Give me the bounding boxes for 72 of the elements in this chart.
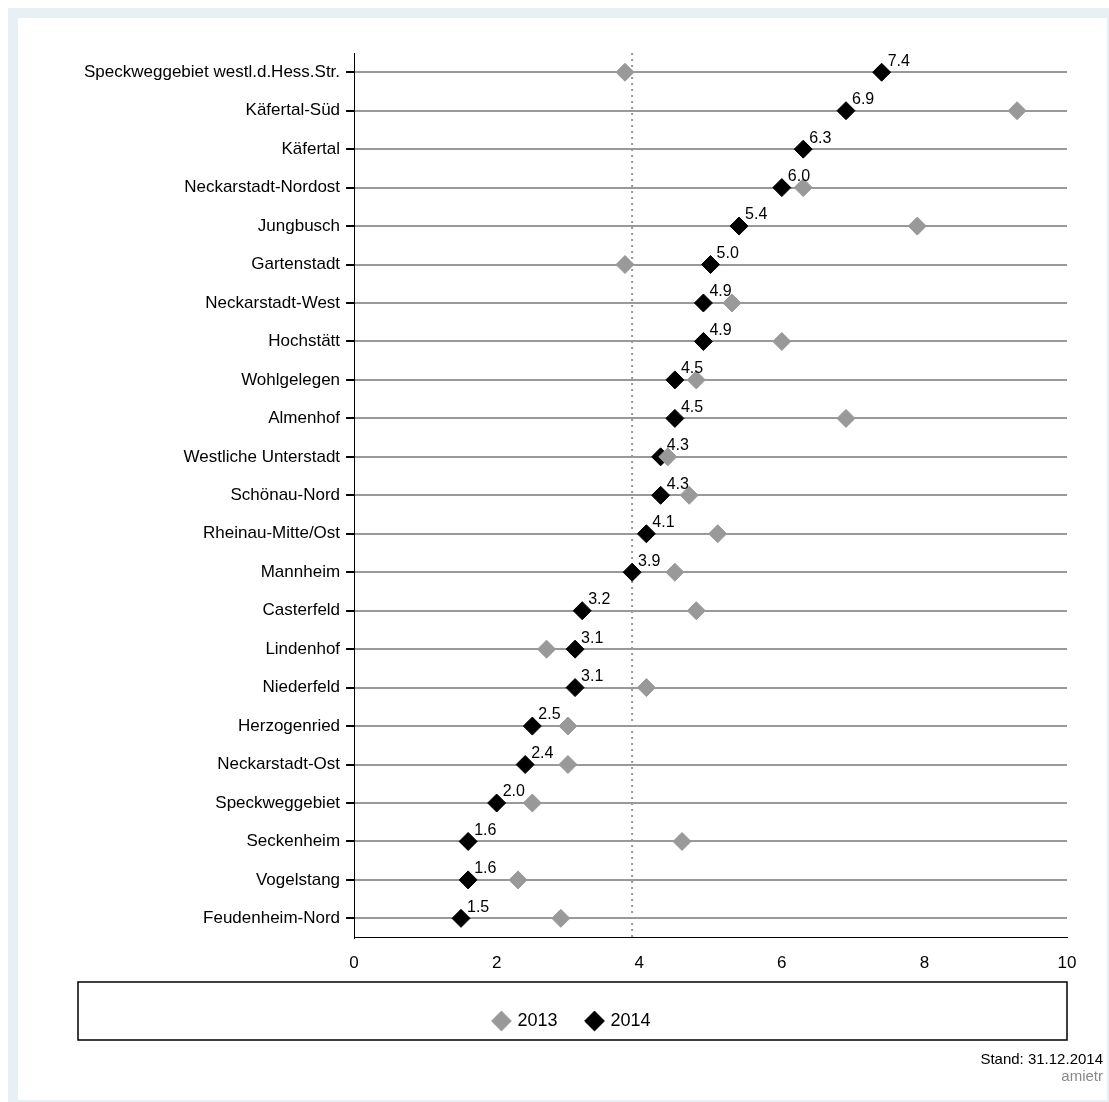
- text: Stand: 31.12.2014: [980, 1050, 1103, 1067]
- y-tick-label: Vogelstang: [255, 869, 341, 889]
- point: [636, 678, 656, 698]
- x-tick-label: 0: [349, 953, 359, 973]
- data-label: 1.6: [474, 859, 497, 877]
- x-tick-label: 2: [491, 953, 502, 973]
- y-tick-label: Jungbusch: [257, 215, 341, 235]
- point: [1007, 101, 1027, 121]
- point: [672, 831, 692, 851]
- y-tick-label: Almenhof: [268, 408, 341, 428]
- legend-label: 2014: [610, 1009, 651, 1030]
- data-label: 3.2: [588, 590, 611, 608]
- data-label: 7.4: [887, 51, 910, 69]
- point: [708, 524, 728, 544]
- point: [686, 601, 706, 621]
- data-label: 3.9: [638, 551, 661, 569]
- y-tick-label: Casterfeld: [262, 600, 341, 620]
- y-tick-label: Westliche Unterstadt: [183, 446, 341, 466]
- data-label: 1.6: [474, 820, 497, 838]
- data-label: 4.5: [680, 359, 704, 377]
- y-tick-label: Mannheim: [260, 561, 341, 581]
- point: [615, 62, 635, 82]
- point: [558, 716, 578, 736]
- data-label: 4.9: [709, 282, 732, 300]
- y-tick-label: Herzogenried: [238, 715, 341, 735]
- data-label: 6.9: [851, 90, 875, 108]
- data-label: 3.1: [581, 667, 604, 685]
- data-label: 5.0: [716, 243, 739, 261]
- y-tick-label: Wohlgelegen: [241, 369, 341, 389]
- point: [615, 255, 635, 275]
- y-tick-label: Käfertal: [281, 138, 341, 158]
- data-label: 4.3: [666, 474, 689, 492]
- point: [551, 908, 571, 928]
- data-label: 6.3: [809, 128, 832, 146]
- data-label: 5.4: [745, 205, 768, 223]
- y-tick-label: Gartenstadt: [251, 254, 341, 274]
- y-tick-label: Rheinau-Mitte/Ost: [203, 523, 341, 543]
- data-label: 4.9: [709, 320, 732, 338]
- y-tick-label: Neckarstadt-Ost: [217, 754, 341, 774]
- y-tick-label: Speckweggebiet westl.d.Hess.Str.: [83, 61, 341, 81]
- point: [772, 331, 792, 351]
- data-label: 4.1: [652, 513, 675, 531]
- data-label: 3.1: [581, 628, 604, 646]
- point: [558, 755, 578, 775]
- x-tick-label: 6: [777, 953, 787, 973]
- data-label: 2.5: [538, 705, 561, 723]
- data-label: 6.0: [787, 167, 811, 185]
- legend-label: 2013: [517, 1009, 558, 1030]
- data-label: 2.4: [531, 743, 554, 761]
- text: amietr: [1061, 1067, 1103, 1084]
- x-tick-label: 8: [919, 953, 930, 973]
- y-tick-label: Käfertal-Süd: [245, 100, 341, 120]
- point: [836, 408, 856, 428]
- y-tick-label: Schönau-Nord: [230, 484, 341, 504]
- y-tick-label: Feudenheim-Nord: [203, 908, 341, 928]
- y-tick-label: Lindenhof: [265, 638, 341, 658]
- point: [537, 639, 557, 659]
- y-tick-label: Niederfeld: [262, 677, 341, 697]
- data-label: 1.5: [467, 897, 490, 915]
- y-tick-label: Hochstätt: [268, 331, 341, 351]
- y-tick-label: Neckarstadt-Nordost: [184, 177, 341, 197]
- x-tick-label: 4: [634, 953, 644, 973]
- data-label: 4.3: [666, 436, 689, 454]
- y-tick-label: Seckenheim: [246, 831, 341, 851]
- data-label: 4.5: [680, 397, 704, 415]
- y-tick-label: Speckweggebiet: [215, 792, 341, 812]
- y-tick-label: Neckarstadt-West: [205, 292, 341, 312]
- x-tick-label: 10: [1057, 953, 1077, 973]
- point: [508, 870, 528, 890]
- data-label: 2.0: [502, 782, 525, 800]
- point: [665, 562, 685, 582]
- point: [907, 216, 927, 236]
